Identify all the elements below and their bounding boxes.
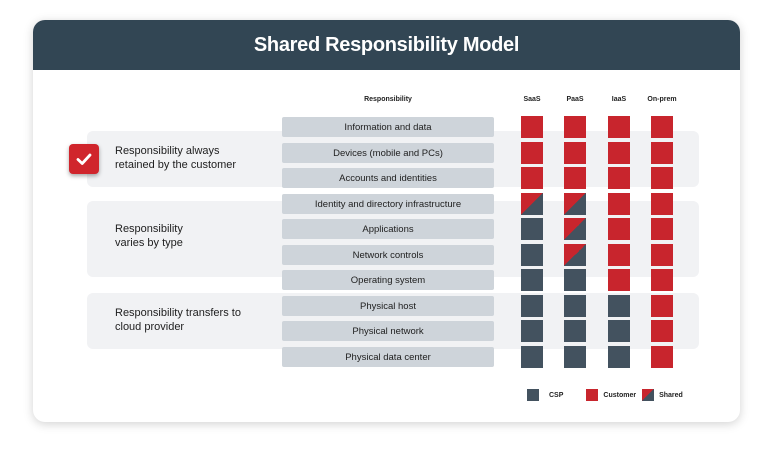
cell-paas-csp bbox=[564, 346, 586, 368]
cell-saas-csp bbox=[521, 320, 543, 342]
legend-label-customer: Customer bbox=[603, 391, 637, 399]
cell-onprem-customer bbox=[651, 116, 673, 138]
row-label: Network controls bbox=[282, 245, 494, 265]
cell-iaas-customer bbox=[608, 244, 630, 266]
column-header-paas: PaaS bbox=[566, 96, 584, 103]
column-header-onprem: On-prem bbox=[647, 96, 677, 103]
cell-onprem-customer bbox=[651, 244, 673, 266]
cell-iaas-csp bbox=[608, 320, 630, 342]
cell-saas-customer bbox=[521, 142, 543, 164]
cell-iaas-csp bbox=[608, 346, 630, 368]
cell-saas-csp bbox=[521, 269, 543, 291]
cell-onprem-customer bbox=[651, 320, 673, 342]
cell-saas-csp bbox=[521, 295, 543, 317]
cell-iaas-csp bbox=[608, 295, 630, 317]
legend: CSP Customer Shared bbox=[527, 388, 693, 402]
cell-paas-shared bbox=[564, 193, 586, 215]
cell-saas-csp bbox=[521, 218, 543, 240]
page-title: Shared Responsibility Model bbox=[253, 33, 520, 56]
header-bar: Shared Responsibility Model bbox=[33, 20, 740, 70]
cell-onprem-customer bbox=[651, 346, 673, 368]
cell-saas-shared bbox=[521, 193, 543, 215]
cell-onprem-customer bbox=[651, 218, 673, 240]
row-label: Devices (mobile and PCs) bbox=[282, 143, 494, 163]
cell-onprem-customer bbox=[651, 269, 673, 291]
cell-paas-csp bbox=[564, 295, 586, 317]
cell-paas-customer bbox=[564, 142, 586, 164]
row-label: Applications bbox=[282, 219, 494, 239]
cell-iaas-customer bbox=[608, 116, 630, 138]
cell-onprem-customer bbox=[651, 142, 673, 164]
cell-saas-customer bbox=[521, 116, 543, 138]
cell-paas-csp bbox=[564, 269, 586, 291]
cell-paas-csp bbox=[564, 320, 586, 342]
column-header-saas: SaaS bbox=[523, 96, 541, 103]
group-label-provider: Responsibility transfers to cloud provid… bbox=[115, 307, 241, 333]
group-label-customer: Responsibility always retained by the cu… bbox=[115, 145, 237, 171]
row-label: Accounts and identities bbox=[282, 168, 494, 188]
cell-iaas-customer bbox=[608, 269, 630, 291]
cell-iaas-customer bbox=[608, 193, 630, 215]
cell-paas-customer bbox=[564, 167, 586, 189]
cell-saas-customer bbox=[521, 167, 543, 189]
cell-paas-customer bbox=[564, 116, 586, 138]
responsibility-card: Shared Responsibility Model Responsibili… bbox=[33, 20, 740, 422]
cell-saas-csp bbox=[521, 244, 543, 266]
cell-iaas-customer bbox=[608, 142, 630, 164]
cell-onprem-customer bbox=[651, 295, 673, 317]
row-label: Information and data bbox=[282, 117, 494, 137]
responsibility-header: Responsibility bbox=[364, 96, 412, 103]
cell-paas-shared bbox=[564, 244, 586, 266]
check-icon bbox=[69, 144, 99, 174]
legend-label-shared: Shared bbox=[659, 391, 683, 399]
row-label: Physical network bbox=[282, 321, 494, 341]
legend-label-csp: CSP bbox=[549, 391, 564, 399]
cell-iaas-customer bbox=[608, 167, 630, 189]
cell-onprem-customer bbox=[651, 193, 673, 215]
legend-swatch-shared bbox=[642, 389, 655, 401]
column-header-iaas: IaaS bbox=[611, 96, 627, 103]
cell-onprem-customer bbox=[651, 167, 673, 189]
row-label: Physical host bbox=[282, 296, 494, 316]
row-label: Physical data center bbox=[282, 347, 494, 367]
cell-saas-csp bbox=[521, 346, 543, 368]
cell-paas-shared bbox=[564, 218, 586, 240]
row-label: Identity and directory infrastructure bbox=[282, 194, 494, 214]
cell-iaas-customer bbox=[608, 218, 630, 240]
legend-swatch-customer bbox=[586, 389, 599, 401]
group-label-varies: Responsibility varies by type bbox=[115, 223, 183, 249]
legend-swatch-csp bbox=[527, 389, 539, 401]
row-label: Operating system bbox=[282, 270, 494, 290]
